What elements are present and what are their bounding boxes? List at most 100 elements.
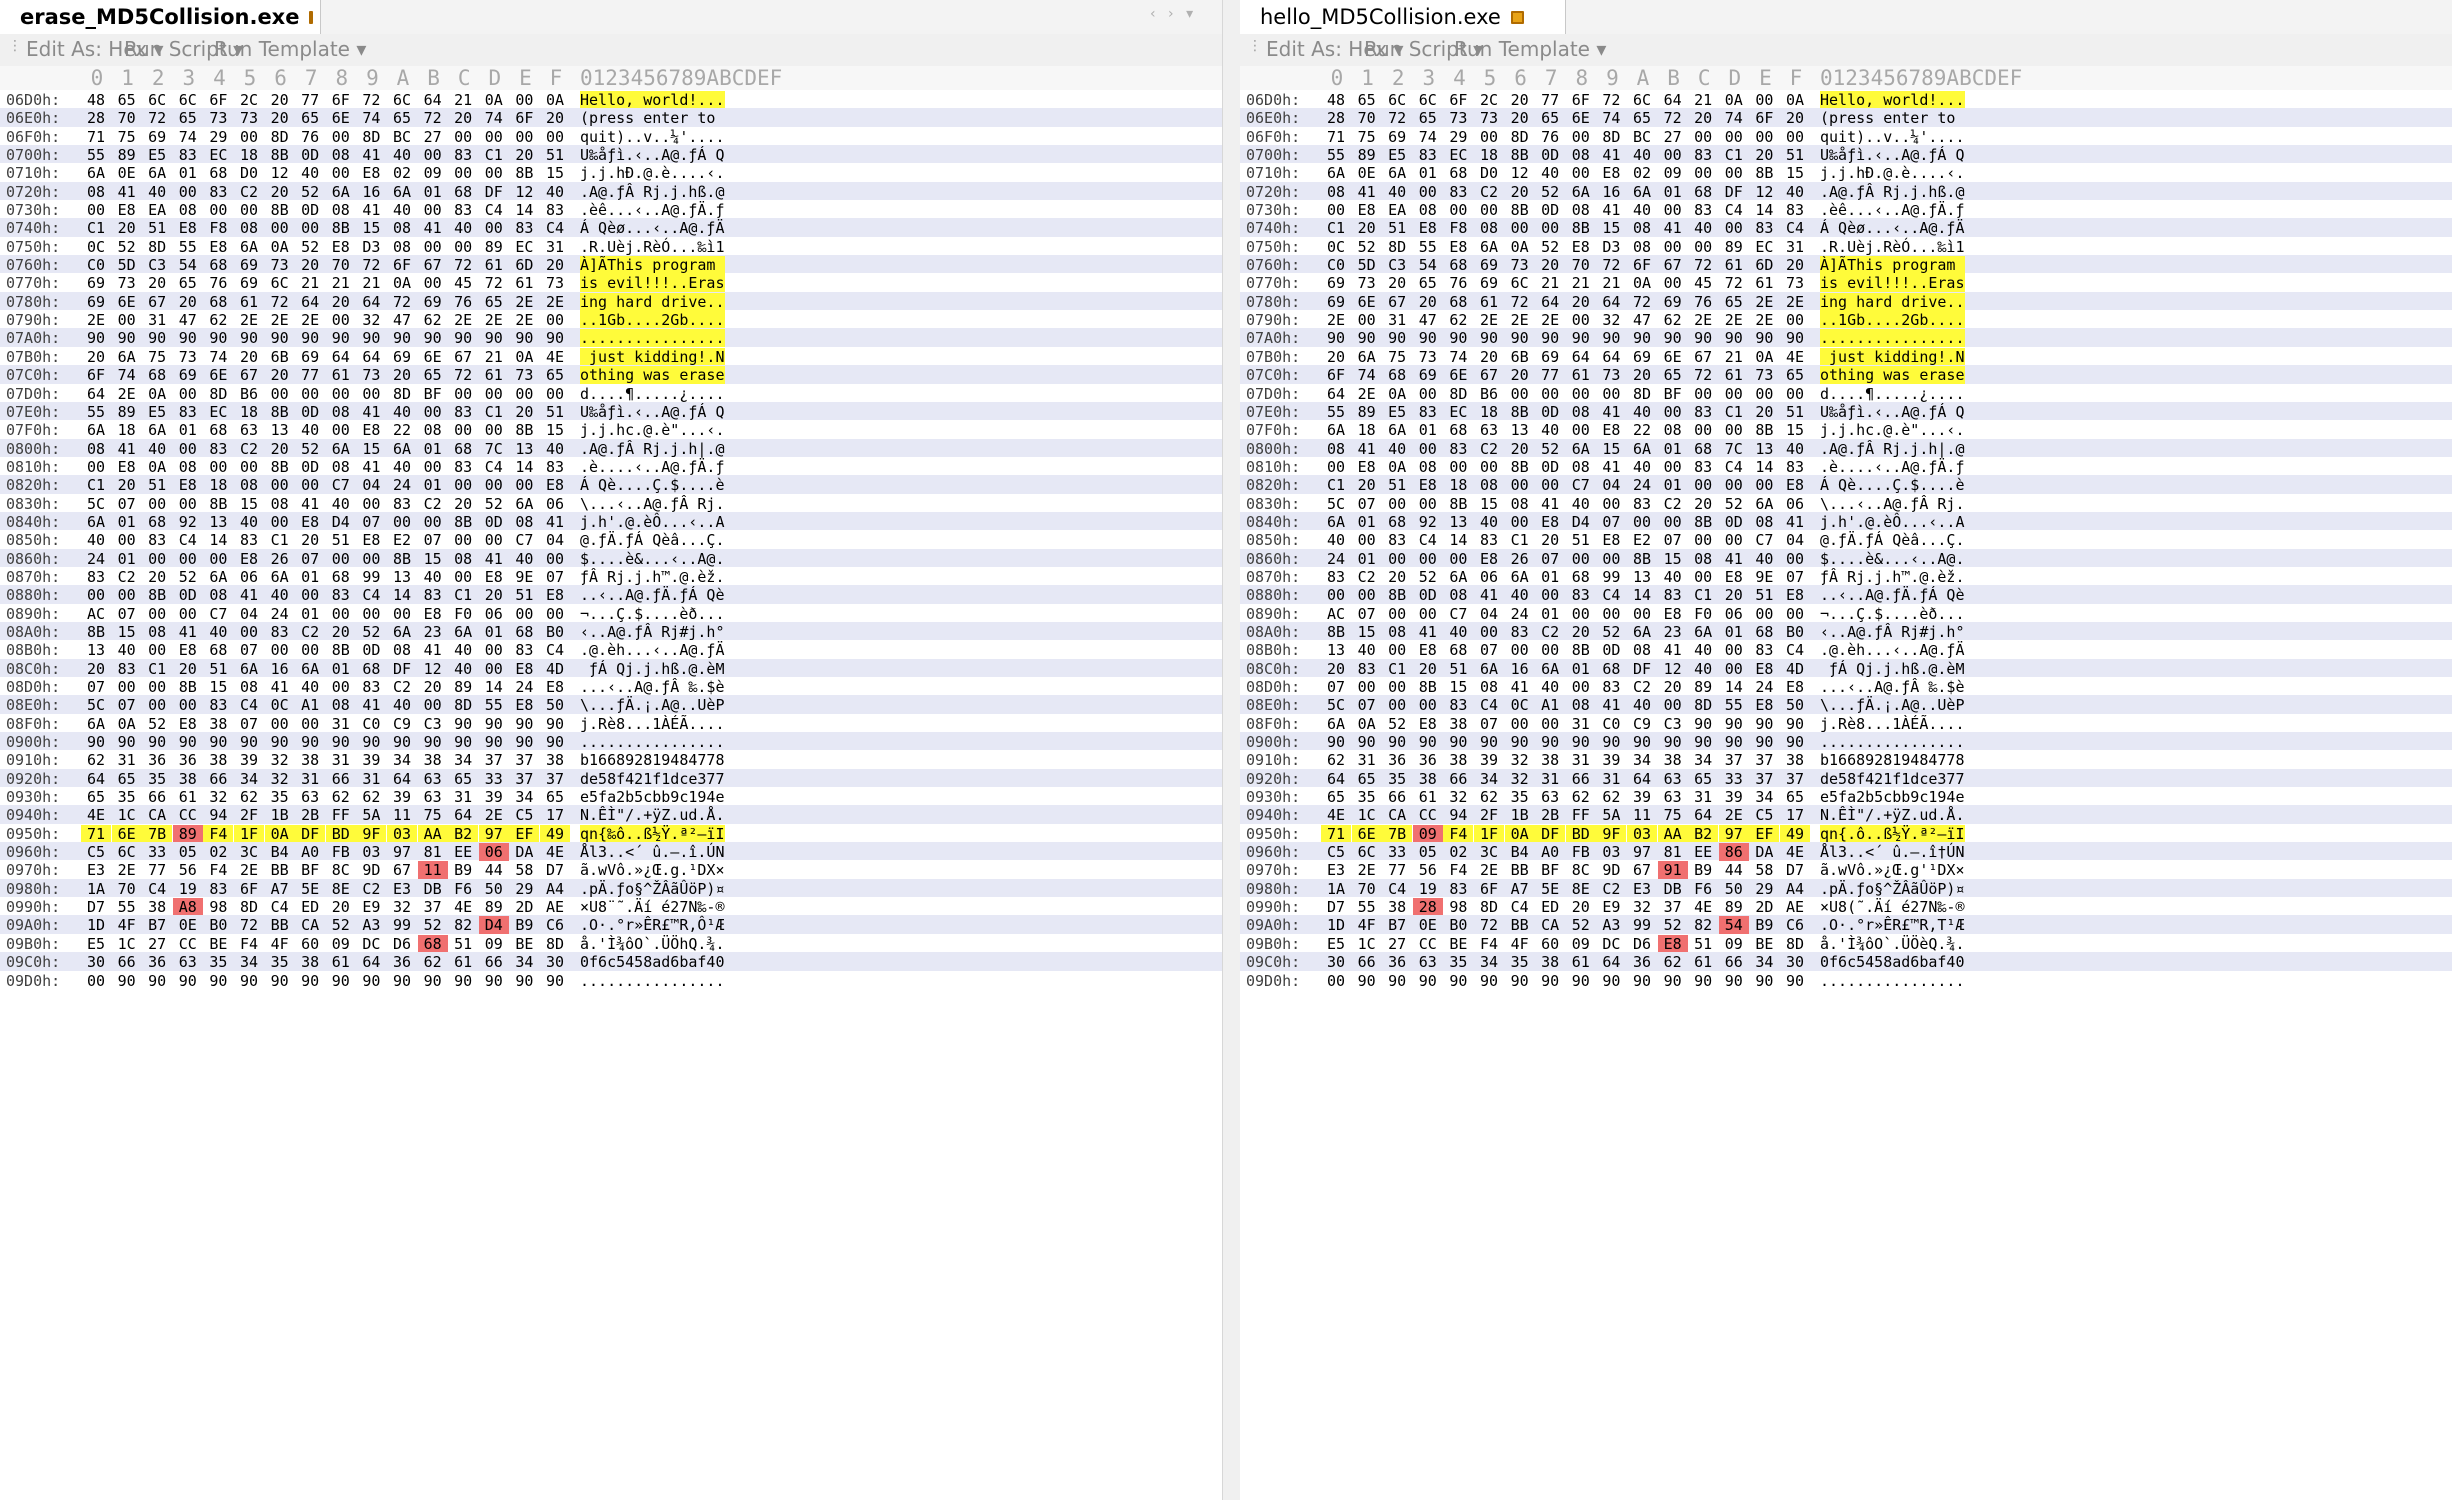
hex-byte[interactable]: 61 <box>1755 274 1774 293</box>
hex-byte[interactable]: 68 <box>1571 567 1590 586</box>
hex-byte[interactable]: 70 <box>1571 256 1590 275</box>
hex-byte[interactable]: 1B <box>1510 806 1529 825</box>
hex-byte[interactable]: 00 <box>1418 696 1437 715</box>
hex-byte[interactable]: 00 <box>454 421 473 440</box>
hex-byte[interactable]: E5 <box>1388 146 1407 165</box>
hex-byte[interactable]: 31 <box>1571 751 1590 770</box>
hex-byte[interactable]: E8 <box>545 678 565 696</box>
hex-byte[interactable]: 8C <box>1571 861 1590 880</box>
hex-byte[interactable]: 2E <box>86 311 106 330</box>
hex-byte[interactable]: 37 <box>1785 769 1805 788</box>
hex-byte[interactable]: 00 <box>270 641 289 660</box>
hex-byte[interactable]: 83 <box>515 219 534 238</box>
hex-byte[interactable]: 00 <box>1571 678 1590 696</box>
hex-byte[interactable]: 76 <box>1449 274 1468 293</box>
hex-byte[interactable]: 00 <box>270 714 289 733</box>
hex-byte[interactable]: 90 <box>178 329 197 348</box>
hex-byte[interactable]: E8 <box>1785 586 1805 605</box>
hex-byte[interactable]: 00 <box>1418 494 1437 513</box>
hex-byte[interactable]: 68 <box>209 164 228 183</box>
hex-byte[interactable]: 99 <box>392 916 412 935</box>
hex-byte[interactable]: 83 <box>1418 146 1437 165</box>
hex-byte[interactable]: 40 <box>86 531 106 550</box>
hex-byte[interactable]: BE <box>515 934 534 953</box>
file-tab[interactable]: hello_MD5Collision.exe <box>1240 0 1566 34</box>
hex-byte[interactable]: 90 <box>1418 733 1437 752</box>
hex-byte[interactable]: 00 <box>362 604 381 623</box>
hex-byte[interactable]: 4E <box>1326 806 1346 825</box>
hex-byte[interactable]: 61 <box>1418 788 1437 807</box>
hex-byte[interactable]: 00 <box>239 622 259 641</box>
hex-byte[interactable]: 01 <box>484 622 503 641</box>
hex-byte[interactable]: 6B <box>1510 347 1529 366</box>
hex-byte[interactable]: 9E <box>1755 567 1774 586</box>
hex-byte[interactable]: 02 <box>1632 164 1652 183</box>
hex-byte[interactable]: B9 <box>454 861 473 880</box>
hex-byte[interactable]: 04 <box>1785 531 1805 550</box>
hex-byte[interactable]: 00 <box>1449 457 1468 476</box>
hex-byte[interactable]: 90 <box>1357 971 1376 990</box>
hex-byte[interactable]: BD <box>325 824 356 843</box>
hex-byte[interactable]: BF <box>301 861 320 880</box>
hex-byte[interactable]: 00 <box>178 604 197 623</box>
hex-byte[interactable]: 00 <box>454 476 473 495</box>
hex-byte[interactable]: 64 <box>1602 292 1621 311</box>
hex-byte[interactable]: E8 <box>1602 164 1621 183</box>
hex-byte[interactable]: C5 <box>1755 806 1774 825</box>
hex-byte[interactable]: C4 <box>1724 201 1743 220</box>
hex-byte[interactable]: E8 <box>1418 714 1437 733</box>
hex-byte[interactable]: 40 <box>1632 696 1652 715</box>
hex-byte[interactable]: 15 <box>1602 439 1621 458</box>
hex-byte[interactable]: 77 <box>301 91 320 109</box>
hex-byte[interactable]: 90 <box>1602 329 1621 348</box>
hex-byte[interactable]: 65 <box>1632 109 1652 128</box>
hex-byte[interactable]: 6C <box>270 274 289 293</box>
hex-byte[interactable]: 41 <box>1357 182 1376 201</box>
hex-byte[interactable]: 12 <box>1755 182 1774 201</box>
hex-byte[interactable]: 65 <box>86 788 106 807</box>
hex-byte[interactable]: 37 <box>423 898 442 917</box>
hex-byte[interactable]: 5C <box>86 696 106 715</box>
hex-byte[interactable]: 24 <box>1326 549 1346 568</box>
hex-byte[interactable]: 34 <box>515 953 534 972</box>
hex-byte[interactable]: 8D <box>270 127 289 146</box>
hex-byte[interactable]: 68 <box>1449 421 1468 440</box>
hex-byte[interactable]: 14 <box>1632 586 1652 605</box>
hex-byte[interactable]: E8 <box>1724 567 1743 586</box>
hex-byte[interactable]: 5D <box>1357 256 1376 275</box>
run-template-dropdown[interactable]: Run Template ▾ <box>1454 37 1607 61</box>
hex-byte[interactable]: 00 <box>515 476 534 495</box>
hex-byte[interactable]: E8 <box>423 604 442 623</box>
hex-byte[interactable]: 58 <box>515 861 534 880</box>
hex-byte[interactable]: 16 <box>270 659 289 678</box>
hex-byte[interactable]: 14 <box>1449 531 1468 550</box>
hex-byte[interactable]: 40 <box>392 402 412 421</box>
hex-byte[interactable]: 67 <box>148 292 167 311</box>
hex-byte[interactable]: 52 <box>301 182 320 201</box>
hex-byte[interactable]: 47 <box>392 311 412 330</box>
hex-byte[interactable]: 4D <box>545 659 565 678</box>
hex-byte[interactable]: 00 <box>484 641 503 660</box>
hex-byte[interactable]: 69 <box>392 347 412 366</box>
hex-byte[interactable]: 15 <box>1449 678 1468 696</box>
hex-byte[interactable]: 38 <box>545 751 565 770</box>
hex-byte[interactable]: 72 <box>1479 916 1499 935</box>
hex-byte[interactable]: 9F <box>1596 824 1627 843</box>
hex-byte[interactable]: E8 <box>1449 237 1468 256</box>
hex-byte[interactable]: 00 <box>1388 604 1407 623</box>
hex-byte[interactable]: 41 <box>1418 622 1437 641</box>
hex-byte[interactable]: 15 <box>1479 494 1499 513</box>
hex-byte[interactable]: 00 <box>1663 274 1682 293</box>
hex-byte[interactable]: 6A <box>331 439 350 458</box>
hex-byte[interactable]: 00 <box>515 127 534 146</box>
hex-byte[interactable]: 90 <box>270 329 289 348</box>
hex-byte[interactable]: 6E <box>423 347 442 366</box>
ascii-text[interactable]: ................ <box>1820 733 1965 752</box>
hex-byte[interactable]: 6A <box>1326 421 1346 440</box>
hex-byte[interactable]: 97 <box>392 843 412 862</box>
hex-byte[interactable]: 08 <box>1326 439 1346 458</box>
hex-byte[interactable]: 21 <box>1602 274 1621 293</box>
hex-byte[interactable]: 26 <box>1510 549 1529 568</box>
hex-byte[interactable]: F6 <box>1694 879 1713 898</box>
ascii-text[interactable]: .pÄ.ƒo§^ŽÂãÛöP)¤ <box>1820 879 1965 898</box>
